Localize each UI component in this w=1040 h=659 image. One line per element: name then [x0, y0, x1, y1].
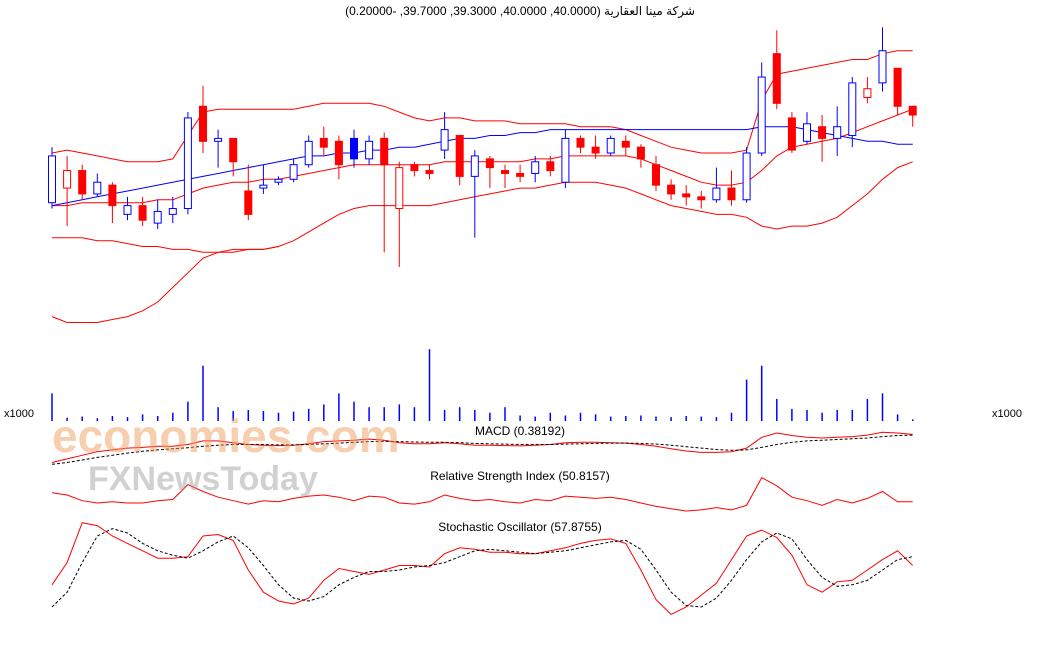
candle-body	[470, 155, 479, 177]
candle-body	[319, 137, 328, 148]
candle-body	[365, 140, 374, 160]
candle-body	[833, 126, 842, 139]
candle-body	[576, 137, 585, 148]
candle-body	[908, 105, 917, 116]
candle-body	[485, 158, 494, 169]
candle-body	[183, 117, 192, 210]
candle-body	[214, 137, 223, 142]
unit-label: x1000	[992, 408, 1022, 420]
candle-body	[531, 161, 540, 174]
candle-body	[229, 137, 238, 163]
series-line	[51, 431, 913, 463]
panel-title: Relative Strength Index (50.8157)	[430, 469, 609, 483]
labels-layer: شركة مينا العقارية (40.0000, 40.0000, 39…	[4, 4, 1022, 534]
candle-body	[878, 50, 887, 84]
series-line	[51, 50, 913, 163]
candle-body	[727, 187, 736, 201]
candle-body	[606, 137, 615, 154]
candle-body	[289, 164, 298, 180]
candle-body	[93, 181, 102, 195]
candle-body	[667, 184, 676, 195]
series-line	[51, 477, 913, 512]
candle-body	[712, 187, 721, 201]
candle-body	[138, 205, 147, 221]
candle-body	[48, 155, 56, 204]
candle-body	[501, 170, 509, 174]
series-line	[51, 528, 913, 608]
candle-body	[395, 167, 404, 210]
panel-title: MACD (0.38192)	[475, 424, 565, 438]
candle-body	[546, 161, 555, 172]
marks-layer	[48, 27, 917, 616]
candle-body	[168, 208, 177, 215]
candle-body	[108, 184, 117, 207]
candle-body	[123, 205, 132, 215]
candle-body	[697, 196, 706, 201]
candle-body	[652, 164, 660, 186]
candle-body	[848, 82, 857, 136]
candle-body	[516, 172, 525, 177]
series-line	[52, 108, 913, 207]
candle-body	[772, 53, 781, 104]
candle-body	[380, 137, 389, 166]
candle-body	[455, 134, 464, 177]
candle-body	[78, 170, 87, 195]
candle-body	[561, 137, 570, 183]
candle-body	[863, 88, 872, 98]
candle-body	[787, 117, 796, 151]
candle-body	[440, 129, 449, 151]
candle-body	[591, 146, 600, 154]
series-line	[51, 434, 913, 465]
candle-body	[244, 190, 253, 215]
series-line	[52, 161, 913, 253]
candle-body	[63, 170, 72, 189]
candle-body	[199, 105, 207, 142]
candle-body	[334, 140, 343, 166]
candle-body	[304, 140, 313, 166]
candle-body	[803, 123, 811, 142]
watermark-sub: FXNewsToday	[88, 460, 318, 498]
series-line	[51, 126, 913, 207]
candle-body	[682, 193, 691, 198]
unit-label: x1000	[4, 408, 34, 420]
candle-body	[274, 178, 283, 183]
series-line	[51, 246, 279, 323]
candle-body	[636, 146, 645, 160]
candle-body	[410, 164, 419, 172]
panel-title: Stochastic Oscillator (57.8755)	[438, 520, 601, 534]
watermark-brand: economies.com	[52, 410, 400, 462]
candle-body	[757, 76, 766, 154]
candle-body	[350, 137, 358, 160]
candle-body	[742, 152, 751, 201]
candle-body	[893, 67, 902, 107]
candle-body	[818, 126, 827, 139]
candle-body	[425, 170, 434, 174]
candle-body	[259, 184, 268, 189]
candle-body	[621, 140, 630, 148]
series-line	[51, 522, 914, 616]
panel-title: شركة مينا العقارية (40.0000, 40.0000, 39…	[345, 4, 695, 19]
candle-body	[153, 210, 162, 224]
